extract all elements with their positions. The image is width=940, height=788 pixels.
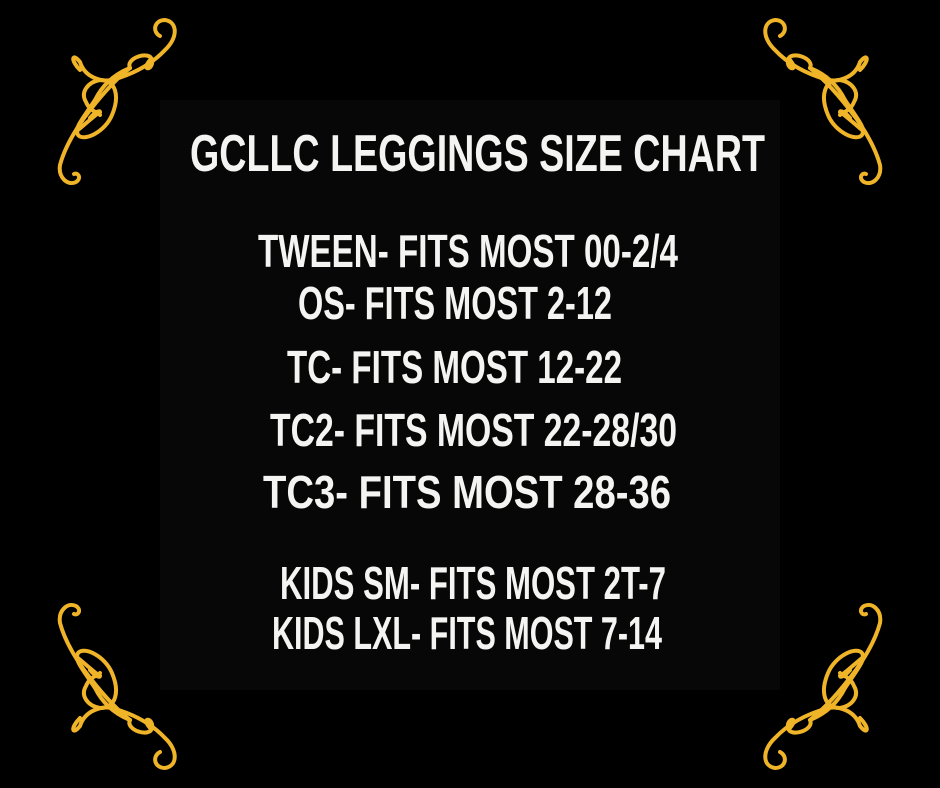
size-row-os: OS- FITS MOST 2-12 <box>298 277 612 329</box>
size-row-tween: TWEEN- FITS MOST 00-2/4 <box>258 225 678 277</box>
flourish-bottom-right-icon <box>763 602 883 770</box>
size-row-kids-lxl: KIDS LXL- FITS MOST 7-14 <box>272 607 662 659</box>
flourish-top-right-icon <box>763 18 883 186</box>
size-row-kids-sm: KIDS SM- FITS MOST 2T-7 <box>280 557 666 609</box>
flourish-top-left-icon <box>57 18 177 186</box>
size-row-tc3: TC3- FITS MOST 28-36 <box>263 466 671 518</box>
chart-title: GCLLC LEGGINGS SIZE CHART <box>190 125 765 183</box>
size-row-tc2: TC2- FITS MOST 22-28/30 <box>270 404 677 456</box>
size-row-tc: TC- FITS MOST 12-22 <box>287 341 622 393</box>
chart-panel <box>160 100 780 690</box>
flourish-bottom-left-icon <box>57 602 177 770</box>
